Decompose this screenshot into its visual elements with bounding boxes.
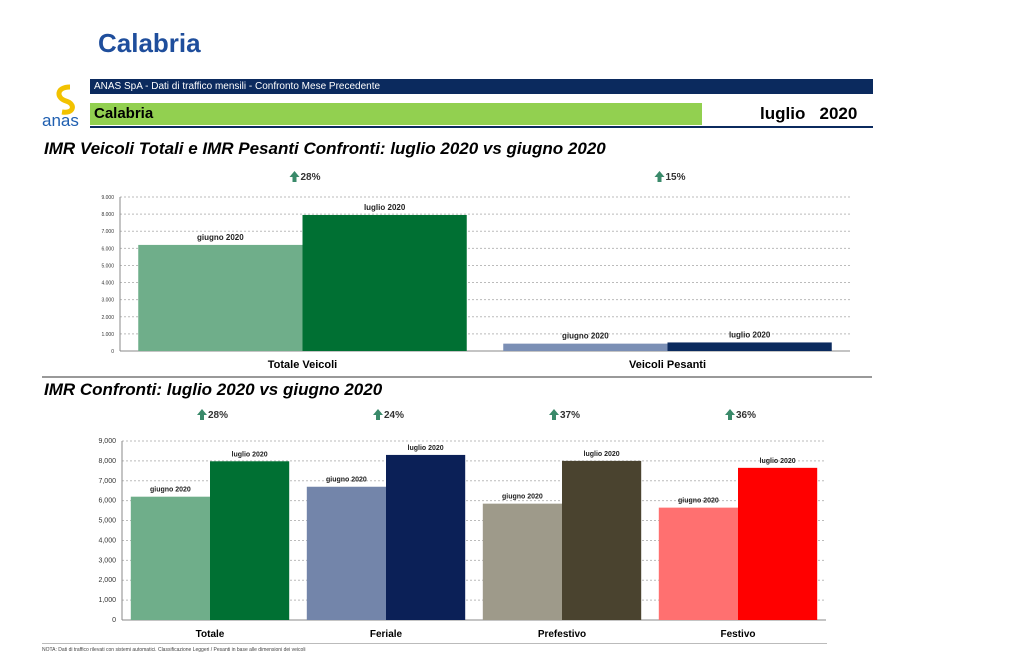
- chart1: 0 1.000 2.000 3.000 4.000 5.000 6.000 7.000 8.00…: [101, 171, 850, 371]
- bar-luglio: [386, 454, 466, 620]
- page-title: Calabria: [98, 28, 201, 58]
- y-tick-label: 0: [112, 617, 116, 624]
- footer-divider: [42, 643, 827, 644]
- y-tick-label: 8,000: [98, 458, 116, 465]
- bar-label: luglio 2020: [232, 451, 268, 458]
- category-label: Prefestivo: [538, 629, 586, 640]
- bar-luglio: [738, 467, 818, 620]
- up-arrow-icon: [725, 409, 735, 420]
- change-percent: 24%: [384, 410, 404, 421]
- section-divider: [42, 376, 872, 378]
- y-tick-label: 8.000: [101, 212, 114, 218]
- y-tick-label: 7.000: [101, 229, 114, 235]
- bar-label: luglio 2020: [760, 458, 796, 465]
- report-month: luglio 2020: [760, 104, 858, 123]
- y-tick-label: 3,000: [98, 557, 116, 564]
- y-tick-label: 3.000: [101, 298, 114, 304]
- y-tick-label: 2,000: [98, 577, 116, 584]
- bar-giugno: [658, 507, 738, 620]
- anas-logo: anas: [42, 84, 90, 130]
- region-label: Calabria: [90, 103, 702, 125]
- chart2-title: IMR Confronti: luglio 2020 vs giugno 202…: [44, 380, 383, 399]
- category-label: Totale: [196, 629, 225, 640]
- bar-label: giugno 2020: [562, 332, 609, 341]
- chart2: 0 1,000 2,000 3,000 4,000 5,000 6,000 7,000 8,00…: [98, 409, 826, 640]
- category-label: Veicoli Pesanti: [629, 359, 706, 371]
- bar-label: giugno 2020: [197, 233, 244, 242]
- bar-luglio: [667, 342, 832, 351]
- y-tick-label: 5.000: [101, 263, 114, 269]
- bar-giugno: [130, 496, 210, 620]
- category-label: Feriale: [370, 629, 403, 640]
- y-tick-label: 4.000: [101, 281, 114, 287]
- y-tick-label: 1.000: [101, 332, 114, 338]
- bar-label: luglio 2020: [364, 203, 406, 212]
- y-tick-label: 6,000: [98, 498, 116, 505]
- y-tick-label: 4,000: [98, 537, 116, 544]
- bar-giugno: [482, 503, 562, 620]
- y-tick-label: 9.000: [101, 195, 114, 201]
- up-arrow-icon: [549, 409, 559, 420]
- up-arrow-icon: [197, 409, 207, 420]
- bar-giugno: [138, 244, 303, 351]
- up-arrow-icon: [654, 171, 665, 182]
- bar-luglio: [562, 460, 642, 620]
- y-tick-label: 1,000: [98, 597, 116, 604]
- category-label: Totale Veicoli: [268, 359, 338, 371]
- header-divider: [90, 126, 873, 128]
- bar-giugno: [503, 343, 668, 351]
- y-tick-label: 9,000: [98, 438, 116, 445]
- change-percent: 37%: [560, 410, 580, 421]
- change-percent: 28%: [208, 410, 228, 421]
- bar-label: giugno 2020: [678, 498, 719, 505]
- bar-label: giugno 2020: [502, 494, 543, 501]
- y-tick-label: 2.000: [101, 315, 114, 321]
- bar-label: luglio 2020: [408, 445, 444, 452]
- up-arrow-icon: [289, 171, 300, 182]
- y-tick-label: 0: [111, 349, 114, 355]
- y-tick-label: 7,000: [98, 478, 116, 485]
- report-banner: ANAS SpA - Dati di traffico mensili - Co…: [90, 79, 873, 94]
- bar-label: luglio 2020: [729, 330, 771, 339]
- bar-luglio: [302, 214, 467, 351]
- change-percent: 36%: [736, 410, 756, 421]
- bar-label: giugno 2020: [150, 487, 191, 494]
- footnote: NOTA: Dati di traffico rilevati con sist…: [42, 647, 306, 653]
- chart1-title: IMR Veicoli Totali e IMR Pesanti Confron…: [44, 139, 606, 158]
- change-percent: 15%: [666, 172, 686, 183]
- category-label: Festivo: [720, 629, 755, 640]
- y-tick-label: 5,000: [98, 518, 116, 525]
- change-percent: 28%: [301, 172, 321, 183]
- bar-label: giugno 2020: [326, 477, 367, 484]
- bar-label: luglio 2020: [584, 451, 620, 458]
- svg-text:anas: anas: [42, 111, 79, 128]
- up-arrow-icon: [373, 409, 383, 420]
- bar-giugno: [306, 486, 386, 620]
- y-tick-label: 6.000: [101, 246, 114, 252]
- bar-luglio: [210, 461, 290, 620]
